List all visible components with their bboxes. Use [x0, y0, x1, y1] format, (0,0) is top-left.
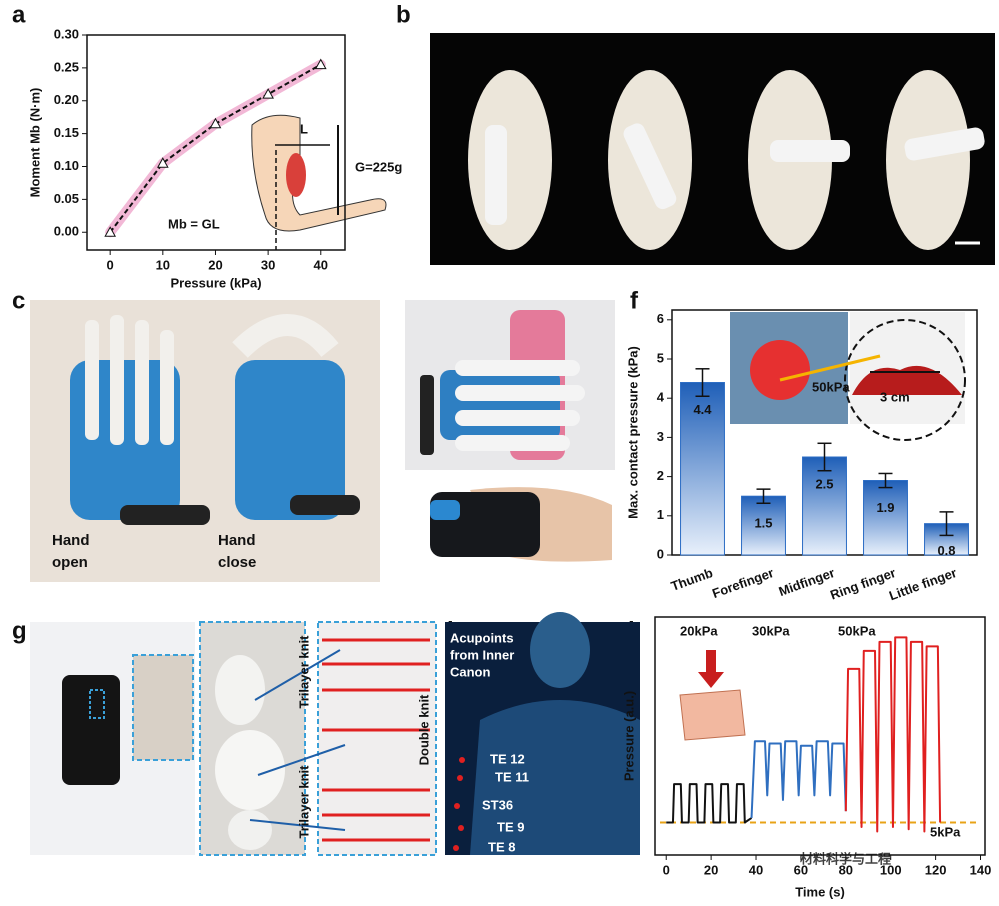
x-tick-label: Thumb	[669, 565, 715, 594]
series-line	[666, 783, 753, 824]
x-axis-label: Time (s)	[795, 884, 845, 899]
photo-label: Hand	[52, 532, 90, 549]
data-point	[262, 88, 274, 99]
acupoint-label: TE 12	[490, 751, 525, 766]
y-tick-label: 6	[657, 311, 664, 326]
panel-letter: f	[630, 287, 639, 314]
annotation: 30kPa	[752, 623, 790, 638]
annotation: 50kPa	[838, 623, 876, 638]
photo-gloves	[30, 300, 380, 582]
photo-acupoints	[445, 612, 640, 855]
x-tick-label: 30	[261, 257, 275, 272]
photo-label: close	[218, 554, 256, 571]
photo-label: Trilayer knit	[296, 765, 311, 839]
y-tick-label: 0.10	[54, 158, 79, 173]
watermark: 材料科学与工程	[800, 851, 891, 866]
y-tick-label: 0	[657, 546, 664, 561]
data-point	[156, 157, 169, 168]
plot-frame	[654, 616, 986, 856]
annotation: Mb = GL	[168, 216, 220, 231]
y-axis-label: Max. contact pressure (kPa)	[625, 346, 640, 519]
photo-mannequins	[430, 33, 995, 265]
acupoint-label: TE 8	[488, 839, 515, 854]
value-label: 4.4	[693, 402, 712, 417]
y-axis-label: Pressure (a.u.)	[621, 691, 636, 781]
y-tick-label: 2	[657, 468, 664, 483]
data-point	[104, 226, 117, 237]
plot-frame	[86, 34, 346, 251]
x-tick-label: 20	[704, 862, 718, 877]
y-tick-label: 0.30	[54, 26, 79, 41]
annotation: L	[300, 121, 308, 136]
panel-letter: g	[12, 617, 27, 644]
photo-grip	[405, 475, 615, 582]
bar	[802, 456, 847, 556]
x-tick-label: 40	[749, 862, 763, 877]
skin-illustration	[679, 650, 746, 741]
x-tick-label: 40	[314, 257, 328, 272]
photo-label: Canon	[450, 664, 491, 679]
y-tick-label: 0.05	[54, 191, 79, 206]
annotation: G=225g	[355, 159, 402, 174]
x-tick-label: 10	[156, 257, 170, 272]
photo-sleeve	[30, 621, 437, 856]
acupoint-label: TE 11	[495, 769, 529, 784]
x-tick-label: 60	[794, 862, 808, 877]
value-label: 2.5	[815, 476, 833, 491]
annotation: 50kPa	[812, 379, 850, 394]
arm-illustration	[251, 114, 387, 250]
photo-label: Trilayer knit	[296, 635, 311, 709]
y-axis-label: Moment Mb (N·m)	[27, 88, 42, 198]
photo-label: Acupoints	[450, 630, 514, 645]
y-tick-label: 0.20	[54, 92, 79, 107]
acupoint-label: TE 9	[497, 819, 524, 834]
x-axis-label: Pressure (kPa)	[170, 275, 261, 290]
x-tick-label: 80	[839, 862, 853, 877]
panel-letter: a	[12, 1, 26, 28]
x-tick-label: Little finger	[887, 565, 959, 603]
annotation: 5kPa	[930, 824, 961, 839]
x-tick-label: 0	[663, 862, 670, 877]
bar	[863, 480, 908, 556]
panel-letter: c	[12, 287, 25, 314]
y-tick-label: 5	[657, 350, 664, 365]
series-line	[750, 740, 847, 819]
value-label: 1.9	[876, 500, 894, 515]
annotation: 3 cm	[880, 389, 910, 404]
x-tick-label: 120	[925, 862, 947, 877]
x-tick-label: 140	[970, 862, 992, 877]
acupoint-label: ST36	[482, 797, 513, 812]
photo-label: open	[52, 554, 88, 571]
series-line	[844, 636, 942, 833]
x-tick-label: 20	[208, 257, 222, 272]
data-point	[209, 117, 222, 129]
y-tick-label: 0.00	[54, 224, 79, 239]
value-label: 1.5	[754, 516, 772, 531]
x-tick-label: 0	[107, 257, 114, 272]
y-tick-label: 4	[657, 390, 665, 405]
photo-label: from Inner	[450, 647, 514, 662]
photo-bottle	[405, 300, 615, 470]
annotation: 20kPa	[680, 623, 718, 638]
inset-photos	[730, 312, 966, 441]
y-tick-label: 0.25	[54, 59, 79, 74]
photo-label: Hand	[218, 532, 256, 549]
x-tick-label: Ring finger	[828, 565, 898, 603]
bar	[680, 382, 725, 556]
data-point	[314, 58, 327, 70]
y-tick-label: 0.15	[54, 125, 79, 140]
y-tick-label: 1	[657, 507, 664, 522]
y-tick-label: 3	[657, 429, 664, 444]
panel-letter: b	[396, 1, 411, 28]
value-label: 0.8	[937, 543, 955, 558]
x-tick-label: 100	[880, 862, 902, 877]
photo-label: Double knit	[416, 694, 431, 765]
x-tick-label: Forefinger	[710, 565, 776, 601]
x-tick-label: Midfinger	[777, 565, 837, 599]
